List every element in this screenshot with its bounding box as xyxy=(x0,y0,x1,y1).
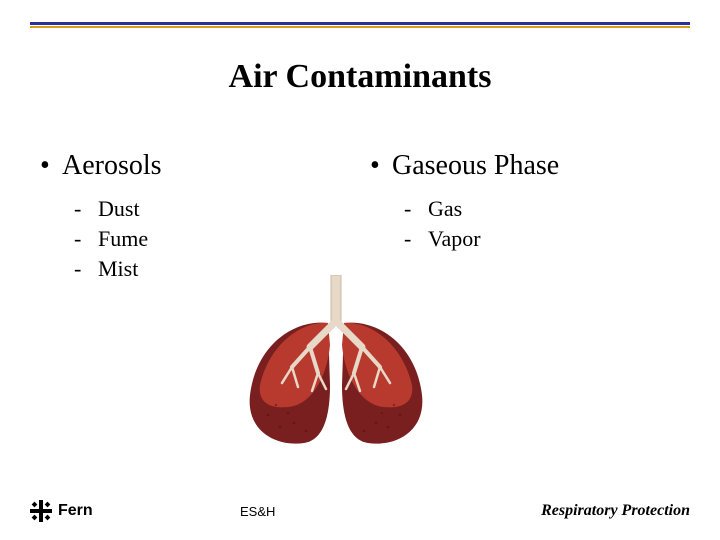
content-area: •Aerosols -Dust -Fume -Mist •Gaseous Pha… xyxy=(40,150,680,286)
top-border xyxy=(30,22,690,28)
footer-right: Respiratory Protection xyxy=(541,502,690,520)
left-column: •Aerosols -Dust -Fume -Mist xyxy=(40,150,350,286)
left-sublist: -Dust -Fume -Mist xyxy=(74,196,350,282)
footer-center: ES&H xyxy=(240,504,275,519)
slide: Air Contaminants •Aerosols -Dust -Fume -… xyxy=(0,0,720,540)
right-heading: •Gaseous Phase xyxy=(370,150,680,182)
list-item: -Gas xyxy=(404,196,680,222)
list-item: -Dust xyxy=(74,196,350,222)
footer-logo: Fern xyxy=(30,500,93,522)
list-item: -Fume xyxy=(74,226,350,252)
logo-text: Fern xyxy=(58,502,93,520)
lungs-illustration xyxy=(232,275,440,450)
footer: Fern ES&H Respiratory Protection xyxy=(30,500,690,522)
right-sublist: -Gas -Vapor xyxy=(404,196,680,252)
left-heading-text: Aerosols xyxy=(62,150,162,181)
logo-icon xyxy=(30,500,52,522)
list-item: -Vapor xyxy=(404,226,680,252)
left-heading: •Aerosols xyxy=(40,150,350,182)
right-column: •Gaseous Phase -Gas -Vapor xyxy=(370,150,680,286)
slide-title: Air Contaminants xyxy=(0,58,720,96)
right-heading-text: Gaseous Phase xyxy=(392,150,559,181)
